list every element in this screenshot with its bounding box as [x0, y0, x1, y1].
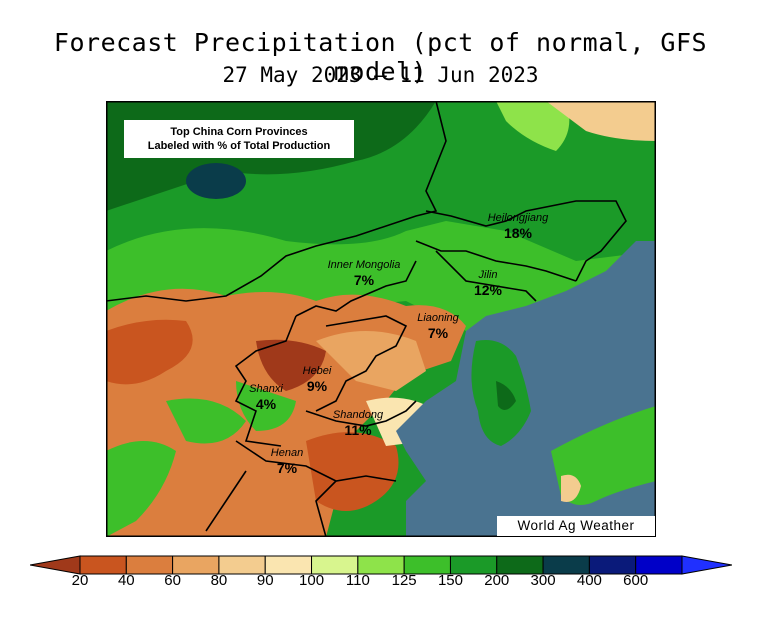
- shanxi-wet-patch: [166, 398, 246, 444]
- colorbar-tick-label: 100: [299, 572, 325, 589]
- label-jilin: Jilin 12%: [473, 269, 503, 298]
- sw-green: [106, 441, 176, 537]
- ne-light-area: [496, 101, 570, 151]
- label-heilongjiang: Heilongjiang 18%: [487, 212, 549, 241]
- kyushu-dry: [561, 474, 581, 502]
- colorbar-tick-label: 40: [117, 572, 135, 589]
- label-shanxi: Shanxi 4%: [249, 383, 283, 412]
- precipitation-map: [106, 101, 656, 537]
- colorbar-tick-label: 20: [71, 572, 89, 589]
- map-title: Forecast Precipitation (pct of normal, G…: [53, 28, 708, 86]
- credit-label: World Ag Weather: [497, 516, 655, 536]
- note-line-2: Labeled with % of Total Production: [147, 140, 331, 152]
- colorbar-tick-label: 300: [530, 572, 556, 589]
- colorbar-max-arrow: [681, 555, 732, 575]
- label-liaoning: Liaoning 7%: [417, 312, 459, 341]
- color-scale: [30, 555, 732, 575]
- ne-dry-area: [546, 101, 656, 141]
- very-dry-west: [106, 319, 193, 385]
- wettest-spot: [186, 163, 246, 199]
- colorbar-tick-label: 80: [210, 572, 228, 589]
- colorbar-tick-label: 150: [437, 572, 463, 589]
- colorbar-tick-label: 90: [256, 572, 274, 589]
- map-frame: [106, 101, 656, 537]
- province-borders: [106, 101, 627, 537]
- hebei-area: [316, 331, 426, 391]
- date-range: 27 May 2023 – 11 Jun 2023: [222, 63, 539, 87]
- colorbar-tick-label: 600: [623, 572, 649, 589]
- colorbar-tick-label: 200: [484, 572, 510, 589]
- henan-dry: [306, 432, 399, 511]
- label-inner-mongolia: Inner Mongolia 7%: [327, 259, 401, 288]
- korea-wet: [496, 381, 516, 410]
- colorbar-tick-label: 125: [391, 572, 417, 589]
- label-shandong: Shandong 11%: [332, 409, 384, 438]
- colorbar-tick-label: 400: [576, 572, 602, 589]
- colorbar-tick-label: 60: [164, 572, 181, 589]
- note-line-1: Top China Corn Provinces: [170, 126, 308, 138]
- shanxi-green: [236, 381, 296, 431]
- driest-spot: [256, 339, 326, 391]
- map-note: Top China Corn Provinces Labeled with % …: [124, 120, 354, 158]
- colorbar-tick-label: 110: [345, 572, 370, 589]
- label-hebei: Hebei 9%: [302, 365, 332, 394]
- label-henan: Henan 7%: [270, 447, 304, 476]
